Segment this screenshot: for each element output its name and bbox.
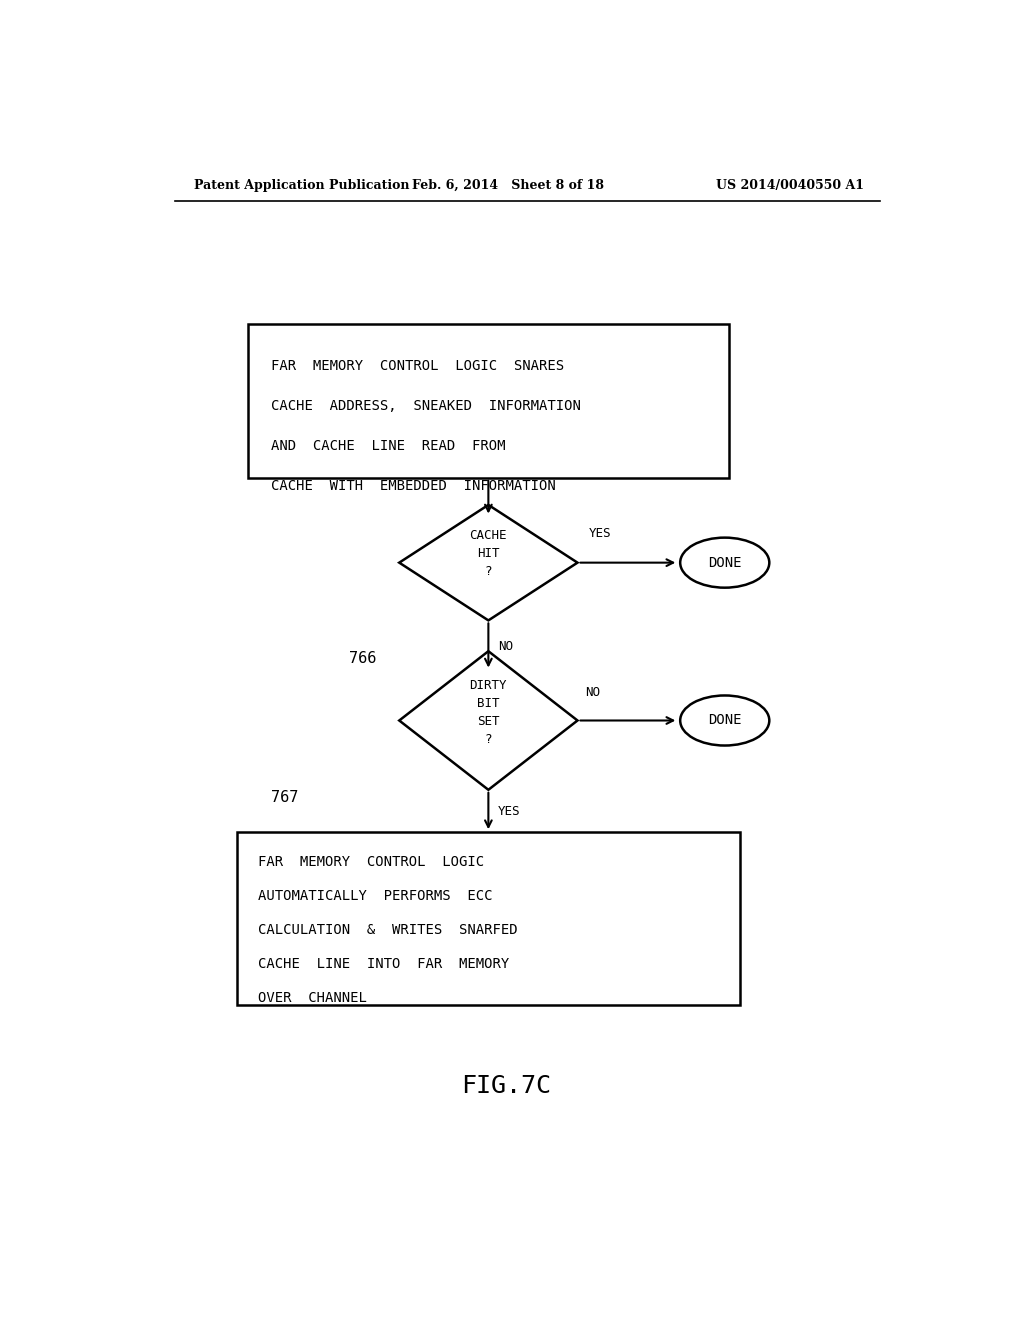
Text: Feb. 6, 2014   Sheet 8 of 18: Feb. 6, 2014 Sheet 8 of 18 <box>412 178 604 191</box>
Polygon shape <box>237 832 740 1006</box>
Text: FAR  MEMORY  CONTROL  LOGIC: FAR MEMORY CONTROL LOGIC <box>258 855 484 870</box>
Ellipse shape <box>680 696 769 746</box>
Text: CACHE  LINE  INTO  FAR  MEMORY: CACHE LINE INTO FAR MEMORY <box>258 957 510 972</box>
Polygon shape <box>399 506 578 620</box>
Text: US 2014/0040550 A1: US 2014/0040550 A1 <box>716 178 864 191</box>
Text: CACHE  ADDRESS,  SNEAKED  INFORMATION: CACHE ADDRESS, SNEAKED INFORMATION <box>271 399 582 413</box>
Text: NO: NO <box>586 686 600 700</box>
Text: Patent Application Publication: Patent Application Publication <box>194 178 410 191</box>
Text: AND  CACHE  LINE  READ  FROM: AND CACHE LINE READ FROM <box>271 438 506 453</box>
Text: YES: YES <box>498 805 520 818</box>
Text: CALCULATION  &  WRITES  SNARFED: CALCULATION & WRITES SNARFED <box>258 923 518 937</box>
Text: CACHE
HIT
?: CACHE HIT ? <box>470 529 507 578</box>
Text: DIRTY
BIT
SET
?: DIRTY BIT SET ? <box>470 680 507 746</box>
Text: 767: 767 <box>271 789 299 805</box>
Text: YES: YES <box>589 527 611 540</box>
Text: FAR  MEMORY  CONTROL  LOGIC  SNARES: FAR MEMORY CONTROL LOGIC SNARES <box>271 359 564 372</box>
Ellipse shape <box>680 537 769 587</box>
Polygon shape <box>248 323 729 478</box>
Text: DONE: DONE <box>708 714 741 727</box>
Text: OVER  CHANNEL: OVER CHANNEL <box>258 991 367 1005</box>
Text: 766: 766 <box>349 651 376 667</box>
Text: DONE: DONE <box>708 556 741 570</box>
Text: CACHE  WITH  EMBEDDED  INFORMATION: CACHE WITH EMBEDDED INFORMATION <box>271 479 556 492</box>
Text: AUTOMATICALLY  PERFORMS  ECC: AUTOMATICALLY PERFORMS ECC <box>258 890 493 903</box>
Polygon shape <box>399 651 578 789</box>
Text: NO: NO <box>498 640 513 652</box>
Text: FIG.7C: FIG.7C <box>461 1074 551 1098</box>
